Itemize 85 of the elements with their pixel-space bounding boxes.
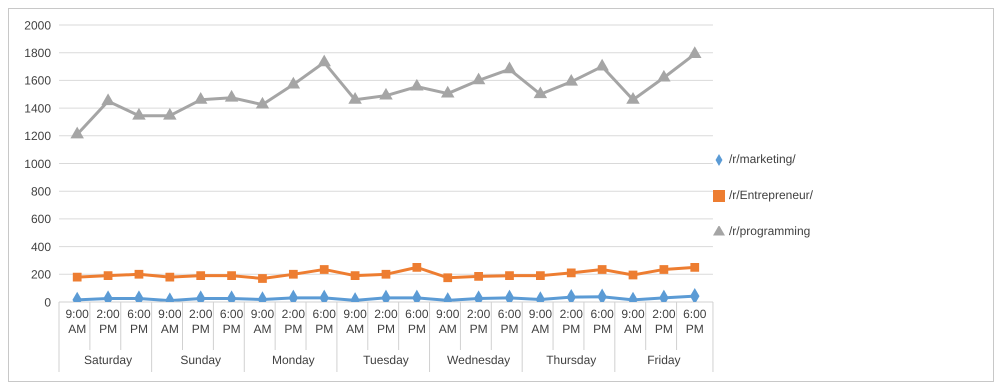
x-tick-label: 2:00 PM (466, 307, 491, 336)
x-tick-label: 6:00 PM (683, 307, 707, 336)
x-tick-label: 9:00 AM (343, 307, 368, 336)
point (132, 108, 146, 120)
text: Friday (647, 353, 681, 367)
point (503, 62, 516, 74)
text: Tuesday (363, 353, 409, 367)
point (410, 79, 424, 91)
point (70, 127, 84, 138)
point (412, 263, 422, 272)
y-tick-label: 1000 (24, 156, 52, 171)
point (320, 265, 329, 274)
text: Sunday (180, 353, 222, 367)
point (688, 46, 702, 58)
x-tick-label: 6:00 PM (590, 307, 614, 336)
point (566, 268, 576, 278)
x-tick-label: 2:00 PM (560, 307, 584, 336)
point (196, 271, 206, 280)
point (658, 70, 670, 82)
point (72, 272, 82, 282)
legend-label: /r/programming (728, 224, 810, 238)
x-tick-label: 6:00 PM (405, 307, 429, 336)
x-tick-label: 9:00 AM (436, 307, 460, 336)
point (288, 270, 298, 279)
x-tick-label: 2:00 PM (189, 307, 213, 336)
point (165, 272, 174, 282)
point (163, 108, 176, 120)
point (598, 265, 606, 274)
y-tick-label: 2000 (24, 18, 52, 32)
point (227, 271, 236, 280)
point (534, 86, 547, 98)
point (102, 94, 114, 106)
x-tick-label: 9:00 AM (250, 307, 274, 336)
text: Saturday (84, 353, 132, 367)
text: Wednesday (447, 353, 510, 367)
point (286, 77, 300, 88)
y-tick-label: 1200 (24, 129, 52, 144)
x-tick-label: 9:00 AM (158, 307, 182, 336)
y-tick-label: 600 (30, 212, 52, 226)
text: Thursday (546, 353, 596, 367)
y-tick-label: 200 (30, 268, 52, 282)
y-tick-label: 1600 (24, 74, 52, 88)
point (505, 271, 514, 280)
y-tick-label: 1400 (24, 101, 52, 116)
point (660, 265, 668, 274)
y-tick-label: 0 (44, 295, 52, 310)
point (474, 272, 483, 281)
point (536, 271, 545, 280)
x-tick-label: 6:00 PM (127, 307, 151, 336)
y-tick-label: 800 (30, 184, 52, 198)
point (441, 86, 454, 98)
legend-label: /r/Entrepreneur/ (728, 188, 813, 202)
point (472, 73, 485, 84)
point (690, 263, 700, 272)
text: Monday (272, 353, 315, 367)
point (348, 92, 362, 104)
point (628, 270, 638, 280)
x-tick-label: 6:00 PM (312, 307, 336, 336)
x-tick-label: 2:00 PM (374, 307, 398, 336)
x-tick-label: 9:00 AM (621, 307, 646, 336)
point (318, 55, 331, 66)
point (225, 90, 238, 102)
point (350, 271, 360, 280)
point (596, 59, 609, 70)
x-tick-label: 9:00 AM (66, 307, 90, 336)
point (380, 88, 392, 100)
point (597, 289, 607, 302)
legend-label: /r/marketing/ (728, 152, 796, 166)
x-tick-label: 6:00 PM (498, 307, 522, 336)
point (194, 92, 208, 104)
y-tick-label: 400 (30, 240, 52, 254)
point (443, 273, 452, 282)
point (564, 74, 578, 86)
x-tick-label: 9:00 AM (528, 307, 552, 336)
x-tick-label: 2:00 PM (282, 307, 306, 336)
x-tick-label: 2:00 PM (652, 307, 676, 336)
point (626, 92, 640, 104)
x-tick-label: 2:00 PM (96, 307, 120, 336)
y-tick-label: 1800 (24, 46, 52, 60)
point (256, 97, 269, 109)
point (134, 270, 144, 279)
x-tick-label: 6:00 PM (220, 307, 244, 336)
point (382, 270, 390, 279)
point (258, 274, 267, 283)
point (104, 271, 112, 280)
